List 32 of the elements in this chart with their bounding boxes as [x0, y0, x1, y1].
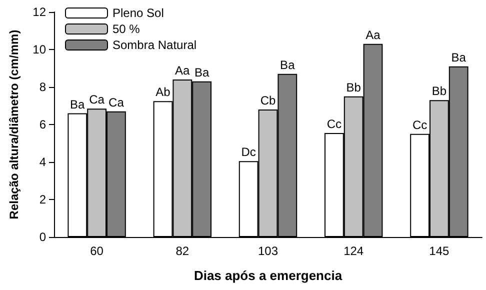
data-label: Dc	[241, 145, 256, 160]
data-label: Ba	[280, 58, 296, 72]
data-label: Ba	[70, 97, 86, 112]
y-tick-label: 12	[32, 5, 46, 19]
y-axis-title: Relação altura/diâmetro (cm/mm)	[7, 30, 21, 220]
data-label: Aa	[175, 64, 190, 78]
x-tick-label: 145	[429, 244, 450, 258]
y-tick-label: 10	[32, 42, 46, 56]
legend-label: 50 %	[112, 22, 140, 36]
data-label: Cb	[260, 94, 276, 108]
data-label: Ba	[451, 50, 466, 64]
legend-label: Pleno Sol	[112, 6, 164, 20]
x-tick-label: 60	[90, 244, 104, 258]
data-label: Ca	[89, 92, 105, 107]
y-tick-label: 6	[39, 118, 46, 132]
y-tick-label: 2	[39, 192, 46, 206]
x-tick-label: 103	[258, 244, 278, 258]
data-label: Aa	[366, 28, 381, 42]
x-tick-label: 124	[344, 244, 364, 258]
data-label: Bb	[432, 84, 447, 98]
legend-label: Sombra Natural	[112, 38, 197, 52]
y-tick-label: 8	[39, 80, 46, 94]
x-axis-title: Dias após a emergencia	[194, 268, 343, 283]
data-label: Ca	[108, 95, 124, 110]
x-tick-label: 82	[176, 244, 190, 258]
data-label: Cc	[412, 118, 428, 132]
data-label: Cc	[326, 116, 342, 131]
data-label: Bb	[346, 80, 362, 94]
y-tick-label: 4	[39, 155, 46, 169]
y-tick-label: 0	[39, 230, 46, 244]
data-label: Ba	[194, 65, 210, 80]
data-label: Ab	[156, 85, 171, 100]
